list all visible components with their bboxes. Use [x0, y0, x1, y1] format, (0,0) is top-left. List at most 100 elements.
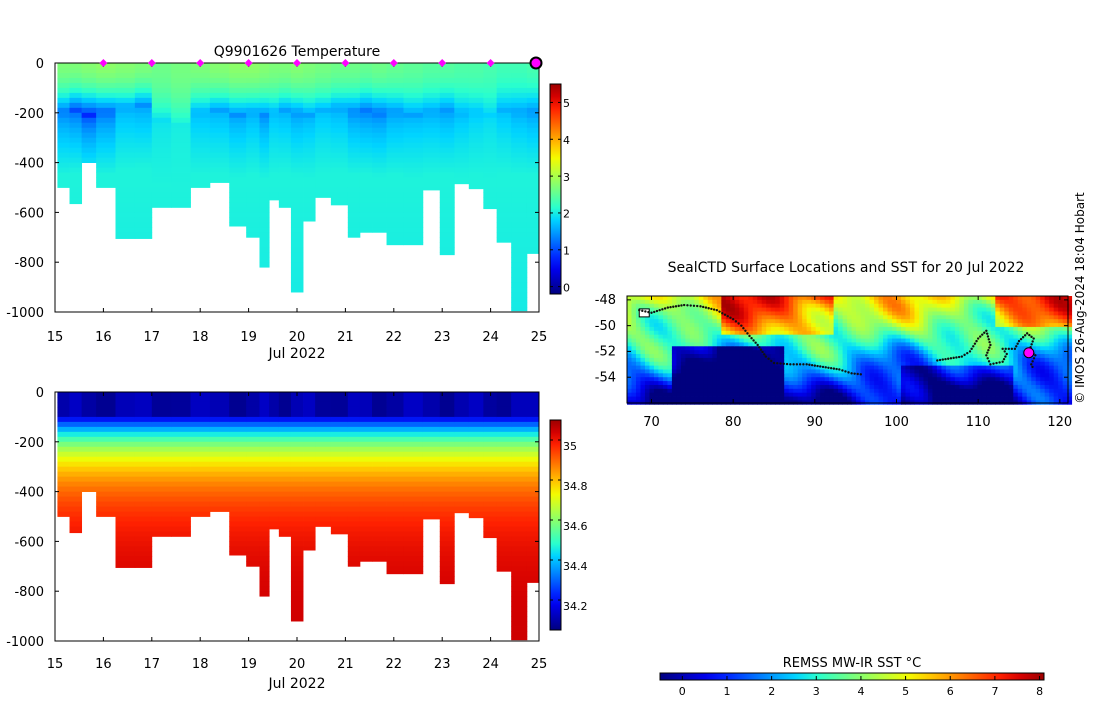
temperature-cell [291, 158, 304, 163]
sst-grid-cell [685, 342, 690, 346]
sst-grid-cell [865, 342, 870, 346]
sst-grid-cell [681, 358, 686, 362]
sst-grid-cell [914, 377, 919, 381]
salinity-cell [96, 442, 116, 447]
sst-grid-cell [712, 346, 717, 350]
sst-grid-cell [757, 369, 762, 373]
temperature-cell [116, 123, 136, 128]
salinity-cell [348, 442, 361, 447]
sst-grid-cell [1063, 366, 1068, 370]
sst-grid-cell [640, 385, 645, 389]
temperature-cell [291, 148, 304, 153]
salinity-cell [315, 437, 331, 442]
salinity-cell [229, 422, 246, 427]
sst-grid-cell [865, 366, 870, 370]
temperature-cell [291, 192, 304, 197]
sst-grid-cell [703, 323, 708, 327]
temperature-cell [440, 68, 455, 73]
sst-grid-cell [645, 300, 650, 304]
salinity-cell [423, 492, 440, 497]
temperature-cell [259, 217, 269, 222]
salinity-cell [387, 531, 404, 536]
temperature-cell [135, 128, 152, 133]
temperature-cell [191, 98, 211, 103]
sst-grid-cell [847, 335, 852, 339]
sst-grid-cell [645, 354, 650, 358]
sst-grid-cell [811, 346, 816, 350]
sst-grid-cell [946, 385, 951, 389]
salinity-cell [57, 397, 70, 402]
sst-grid-cell [991, 296, 996, 300]
sst-grid-cell [681, 397, 686, 401]
temp-x-tick-label: 24 [482, 330, 499, 345]
temperature-cell [269, 108, 279, 113]
temperature-cell [315, 73, 331, 78]
salinity-cell [291, 407, 304, 412]
sst-grid-cell [784, 335, 789, 339]
temperature-cell [315, 138, 331, 143]
salinity-cell [372, 541, 387, 546]
temperature-cell [259, 163, 269, 168]
sst-grid-cell [793, 377, 798, 381]
sst-grid-cell [1004, 381, 1009, 385]
salinity-cell [191, 432, 211, 437]
salinity-cell [483, 487, 497, 492]
sst-grid-cell [919, 369, 924, 373]
salinity-cell [511, 616, 527, 621]
sst-grid-cell [631, 389, 636, 393]
sst-grid-cell [654, 342, 659, 346]
salinity-cell [511, 432, 527, 437]
temp-y-tick-label: -1000 [6, 306, 44, 321]
temperature-cell [440, 217, 455, 222]
temperature-cell [511, 207, 527, 212]
sst-grid-cell [843, 296, 848, 300]
temperature-cell [423, 118, 440, 123]
sst-grid-cell [757, 362, 762, 366]
sst-grid-cell [932, 393, 937, 397]
sst-grid-cell [672, 354, 677, 358]
sst-grid-cell [636, 393, 641, 397]
salinity-cell [511, 412, 527, 417]
sst-grid-cell [793, 311, 798, 315]
salinity-cell [511, 402, 527, 407]
sst-grid-cell [712, 369, 717, 373]
sst-grid-cell [1045, 393, 1050, 397]
sst-grid-cell [977, 323, 982, 327]
temperature-cell [246, 88, 260, 93]
temperature-cell [440, 222, 455, 227]
salinity-cell [116, 477, 136, 482]
sst-grid-cell [775, 342, 780, 346]
salinity-cell [135, 472, 152, 477]
sst-grid-cell [744, 373, 749, 377]
temperature-cell [229, 123, 246, 128]
sst-grid-cell [712, 397, 717, 401]
sst-grid-cell [645, 385, 650, 389]
sst-grid-cell [694, 397, 699, 401]
salinity-cell [372, 502, 387, 507]
sst-grid-cell [946, 339, 951, 343]
temperature-cell [348, 178, 361, 183]
temperature-cell [152, 163, 172, 168]
sst-grid-cell [901, 304, 906, 308]
sst-grid-cell [852, 366, 857, 370]
sst-grid-cell [883, 373, 888, 377]
sst-grid-cell [703, 335, 708, 339]
temperature-cell [57, 178, 70, 183]
salinity-cell [229, 517, 246, 522]
temperature-cell [135, 113, 152, 118]
temperature-cell [440, 88, 455, 93]
sst-grid-cell [955, 304, 960, 308]
sst-grid-cell [1058, 397, 1063, 401]
sst-grid-cell [879, 381, 884, 385]
temperature-cell [423, 123, 440, 128]
sst-grid-cell [861, 308, 866, 312]
sst-grid-cell [919, 308, 924, 312]
salinity-cell [269, 392, 279, 397]
salinity-cell [348, 502, 361, 507]
sst-grid-cell [946, 311, 951, 315]
temperature-cell [259, 252, 269, 257]
salinity-cell [387, 492, 404, 497]
temperature-cell [135, 217, 152, 222]
temperature-cell [191, 68, 211, 73]
sst-grid-cell [874, 346, 879, 350]
